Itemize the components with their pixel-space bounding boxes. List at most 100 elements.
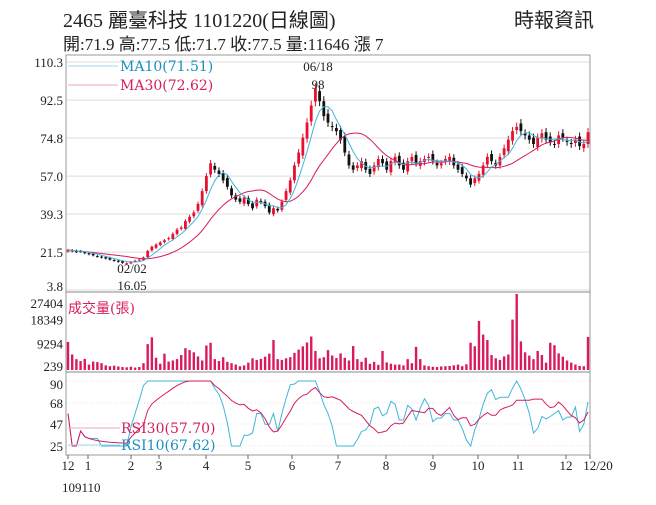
candle-body	[259, 200, 263, 202]
candle-body	[204, 176, 208, 192]
volume-bar	[448, 365, 451, 370]
volume-bar	[351, 346, 355, 370]
volume-bar	[154, 357, 158, 370]
high-value-annotation: 98	[312, 77, 325, 92]
volume-bar	[498, 359, 502, 370]
volume-bar	[75, 359, 78, 370]
ma30-line	[67, 132, 589, 260]
volume-bar	[305, 342, 309, 370]
candle-body	[108, 257, 112, 260]
candle-body	[246, 198, 250, 204]
rsi-tick-label: 68	[50, 396, 63, 411]
volume-bar	[427, 366, 430, 370]
candle-body	[297, 152, 301, 164]
low-value-annotation: 16.05	[117, 278, 146, 293]
volume-bar	[578, 365, 581, 370]
volume-bar	[121, 367, 124, 370]
candle-body	[322, 101, 326, 117]
x-tick-label: 8	[383, 458, 390, 473]
volume-bar	[200, 360, 204, 370]
candle-body	[469, 178, 472, 185]
volume-tick-label: 18349	[31, 313, 64, 328]
candle-body	[330, 126, 334, 128]
volume-bar	[553, 345, 556, 370]
candle-body	[225, 178, 229, 187]
candle-body	[192, 212, 196, 217]
volume-bar	[465, 364, 468, 370]
volume-bar	[221, 357, 225, 370]
volume-bar	[540, 355, 544, 370]
candle-body	[276, 208, 280, 211]
volume-bar	[247, 362, 250, 370]
price-tick-label: 39.3	[40, 207, 63, 222]
volume-bar	[565, 360, 569, 370]
volume-bar	[238, 366, 242, 370]
candle-body	[87, 253, 91, 255]
volume-bar	[549, 342, 552, 370]
candle-body	[515, 126, 519, 131]
volume-bar	[284, 358, 288, 370]
x-tick-label: 11	[512, 458, 525, 473]
x-axis-labels: 12 1 2 3 4 5 6 7 8 9 10 11 12 12/20	[62, 455, 613, 473]
candle-body	[439, 163, 443, 166]
candle-body	[448, 156, 452, 162]
volume-bar	[460, 366, 464, 370]
volume-bar	[293, 352, 296, 370]
volume-bar	[561, 356, 565, 370]
candle-body	[171, 233, 175, 239]
volume-bar	[146, 344, 149, 370]
volume-bar	[570, 362, 573, 370]
candle-body	[569, 142, 573, 144]
candle-body	[209, 163, 212, 175]
volume-bar	[175, 359, 179, 370]
volume-bar	[419, 359, 422, 370]
candle-body	[402, 162, 405, 170]
quote-summary: 開:71.9 高:77.5 低:71.7 收:77.5 量:11646 漲 7	[63, 35, 384, 54]
volume-bar	[125, 367, 128, 370]
volume-bar	[481, 334, 485, 370]
candle-body	[301, 137, 305, 156]
volume-bar	[251, 358, 254, 370]
volume-bar	[217, 361, 221, 370]
volume-bar	[440, 366, 443, 370]
high-date-annotation: 06/18	[303, 59, 333, 74]
x-tick-label: 4	[203, 458, 210, 473]
volume-bar	[528, 355, 531, 370]
volume-bar	[297, 349, 300, 370]
volume-bar	[87, 364, 91, 370]
volume-bar	[431, 366, 435, 370]
volume-bar	[318, 358, 321, 370]
candle-body	[238, 198, 242, 202]
candle-body	[255, 199, 259, 207]
candle-body	[406, 161, 410, 172]
candle-body	[146, 251, 150, 258]
rsi10-legend: RSI10(67.62)	[121, 438, 215, 454]
x-tick-label: 7	[335, 458, 342, 473]
candle-body	[536, 137, 540, 148]
rsi-tick-label: 47	[50, 417, 64, 432]
candle-body	[502, 148, 506, 155]
volume-bar	[272, 340, 275, 370]
candle-body	[305, 122, 309, 139]
candle-body	[490, 154, 493, 162]
volume-bar	[196, 356, 200, 370]
candle-body	[100, 256, 103, 258]
candle-body	[464, 175, 468, 179]
volume-bar	[435, 367, 439, 370]
volume-bar	[473, 346, 476, 370]
candle-body	[561, 133, 565, 138]
volume-bar	[159, 363, 162, 370]
price-tick-label: 92.5	[40, 93, 63, 108]
volume-bar	[112, 365, 116, 370]
candle-body	[91, 253, 95, 256]
volume-bar	[511, 319, 514, 370]
candle-body	[360, 161, 363, 169]
volume-bar	[133, 367, 137, 370]
x-tick-label: 2	[128, 458, 135, 473]
volume-tick-label: 9294	[37, 336, 64, 351]
volume-bar	[192, 352, 196, 370]
volume-bar	[66, 341, 70, 370]
candle-body	[519, 123, 523, 132]
volume-bar	[280, 359, 284, 370]
candle-body	[540, 133, 544, 139]
